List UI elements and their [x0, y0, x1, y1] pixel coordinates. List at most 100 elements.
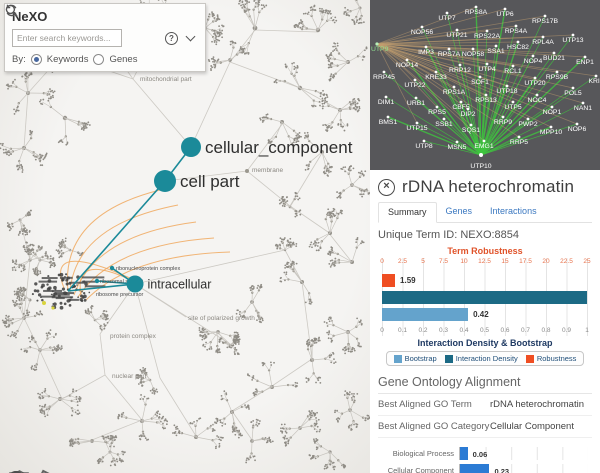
map-term-label[interactable]: mitochondrial part	[140, 76, 192, 83]
map-term-node[interactable]: cellular_component	[181, 137, 353, 157]
gene-node[interactable]: NOP56	[411, 25, 434, 36]
gene-node[interactable]: RPS8A	[465, 5, 488, 16]
gene-node[interactable]: RRP5	[510, 135, 528, 146]
ontology-map-canvas[interactable]: mitochondrial part membrane protein comple…	[0, 0, 370, 473]
gene-node[interactable]: UTP21	[446, 28, 468, 39]
gene-node[interactable]: UTP22	[404, 78, 426, 89]
ontology-map-svg[interactable]: mitochondrial part membrane protein comple…	[0, 0, 370, 473]
gene-node[interactable]: RRP12	[449, 63, 471, 74]
gene-node[interactable]: RPS7A	[438, 47, 461, 58]
gene-node[interactable]: BMS1	[379, 115, 398, 126]
svg-text:UTP4: UTP4	[478, 66, 496, 73]
gene-node[interactable]: POL5	[564, 86, 582, 97]
gene-node[interactable]: RPS17B	[532, 14, 559, 25]
gene-subnetwork-svg[interactable]: RPS8A UTP6 UTP7 RPS17B NOP56 UTP21 RPS22A RPS4A…	[370, 0, 600, 170]
gene-node[interactable]: NOP1	[543, 105, 562, 116]
gene-node[interactable]: UTP5	[504, 100, 522, 111]
gene-node[interactable]: UTP15	[406, 121, 428, 132]
gene-node[interactable]: DIM1	[378, 95, 394, 106]
map-term-node[interactable]: cell part	[154, 170, 240, 192]
refresh-icon[interactable]	[6, 4, 160, 46]
tab-interactions[interactable]: Interactions	[490, 206, 537, 216]
radio-keywords[interactable]	[30, 54, 42, 65]
radio-keywords-label[interactable]: Keywords	[46, 54, 89, 65]
gene-node[interactable]: SOF1	[471, 75, 489, 86]
gene-node[interactable]: RCL1	[504, 64, 522, 75]
gene-node[interactable]: KRE33	[425, 70, 447, 81]
map-term-label[interactable]: ribonucleoprotein complex	[116, 266, 180, 272]
gene-node[interactable]: UTP6	[496, 7, 514, 18]
gene-node[interactable]: NAN1	[574, 101, 592, 112]
gene-node[interactable]: UTP20	[524, 76, 546, 87]
gene-node[interactable]: MPP10	[540, 125, 563, 136]
gene-node[interactable]: RPL4A	[532, 35, 554, 46]
gene-node[interactable]: NOP6	[568, 122, 587, 133]
gene-node[interactable]: EMG1	[474, 139, 494, 150]
gene-node[interactable]: RPS4A	[505, 24, 528, 35]
gene-node[interactable]: BUD21	[543, 51, 565, 62]
radio-genes-label[interactable]: Genes	[109, 54, 138, 65]
gene-node[interactable]: UTP18	[496, 84, 518, 95]
svg-text:MPP10: MPP10	[540, 129, 563, 136]
gene-node[interactable]: UTP8	[415, 139, 433, 150]
svg-text:RRP45: RRP45	[373, 74, 395, 81]
gene-node[interactable]: NOP58	[462, 47, 485, 58]
search-input[interactable]	[12, 29, 122, 47]
gene-node[interactable]: NOP4	[524, 54, 543, 65]
radio-genes[interactable]	[93, 54, 105, 65]
gene-node[interactable]: UTP7	[438, 11, 456, 22]
gene-node[interactable]: SSB1	[435, 117, 453, 128]
tab-genes[interactable]: Genes	[445, 206, 473, 216]
svg-text:NOP56: NOP56	[411, 29, 434, 36]
collapse-caret-icon[interactable]	[183, 30, 198, 46]
map-term-label[interactable]: ribosomal subunit	[100, 279, 144, 285]
map-term-label[interactable]: site of polarized growth	[188, 315, 255, 322]
bottom-axis-ticks: 0 0.1 0.2 0.3 0.4 0.5 0.6 0.7 0.8 0.9 1	[380, 327, 589, 334]
gene-node[interactable]: MSN5	[448, 140, 467, 151]
gene-node[interactable]: RRP9	[494, 115, 512, 126]
gene-node[interactable]: UTP4	[478, 62, 496, 73]
gene-node[interactable]: CBF5	[452, 100, 470, 111]
gene-node[interactable]: SQS1	[462, 123, 480, 134]
svg-text:NOP58: NOP58	[462, 51, 485, 58]
gene-node[interactable]: URB1	[407, 96, 425, 107]
map-term-label[interactable]: protein complex	[110, 333, 157, 340]
gene-node[interactable]: HSC82	[507, 40, 529, 51]
by-label: By:	[12, 54, 26, 65]
legend-item: Bootstrap	[393, 354, 437, 363]
gene-node[interactable]: UTP13	[562, 33, 584, 44]
gene-node[interactable]: PWP2	[518, 117, 538, 128]
gene-node[interactable]: SSA1	[487, 44, 505, 55]
close-icon[interactable]: ×	[378, 178, 395, 196]
map-term-node[interactable]: intracellular	[126, 275, 212, 293]
gene-node[interactable]: RPS5	[428, 105, 446, 116]
map-term-label[interactable]: ribosome precursor	[96, 292, 144, 298]
gene-node[interactable]: RPS9B	[546, 70, 569, 81]
gene-node[interactable]: RPS1A	[443, 85, 466, 96]
gene-node[interactable]: RRP45	[373, 70, 395, 81]
tab-summary[interactable]: Summary	[378, 202, 437, 223]
gene-node[interactable]: ENP1	[576, 55, 594, 66]
gene-node-hub[interactable]: UTP10	[470, 153, 492, 170]
detail-tabs: Summary Genes Interactions	[378, 202, 592, 223]
svg-text:NAN1: NAN1	[574, 105, 592, 112]
map-term-label[interactable]: nuclear part	[112, 373, 147, 380]
svg-text:NOP4: NOP4	[524, 58, 543, 65]
gene-node[interactable]: RPS13	[475, 93, 497, 104]
search-icon[interactable]	[5, 4, 141, 46]
gene-node-source[interactable]: UTP9	[371, 42, 389, 53]
gene-node[interactable]: RPS22A	[474, 29, 501, 40]
svg-text:UTP5: UTP5	[504, 104, 522, 111]
gene-node[interactable]: NOC4	[528, 93, 547, 104]
svg-text:SQS1: SQS1	[462, 127, 480, 134]
gene-node[interactable]: DIP2	[460, 107, 476, 118]
svg-text:SOF1: SOF1	[471, 79, 489, 86]
gene-node[interactable]: KRI1	[588, 74, 600, 85]
gene-node[interactable]: NOP14	[396, 58, 419, 69]
gene-subnetwork-canvas[interactable]: RPS8A UTP6 UTP7 RPS17B NOP56 UTP21 RPS22A RPS4A…	[370, 0, 600, 170]
help-icon[interactable]: ?	[164, 30, 179, 46]
gene-node[interactable]: IMP3	[418, 45, 434, 56]
bar-biological-process: 0.06	[459, 447, 588, 460]
top-axis-ticks: 0 2.5 5 7.5 10 12.5 15 17.5 20 22.5 25	[380, 258, 591, 265]
map-term-label[interactable]: membrane	[252, 167, 283, 174]
